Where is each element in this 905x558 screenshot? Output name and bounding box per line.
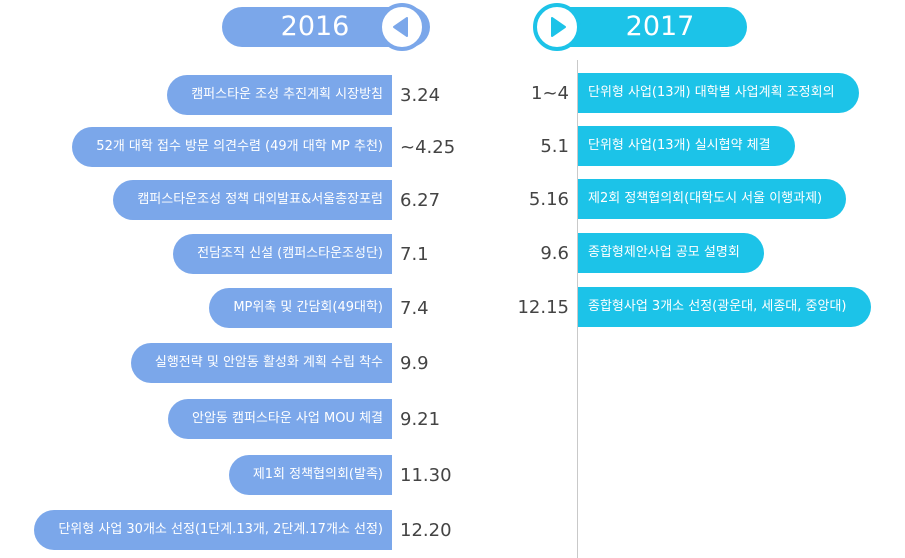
year-2017-label: 2017 xyxy=(625,11,695,42)
year-2017-header: 2017 xyxy=(533,3,747,51)
event-2016-row: 안암동 캠퍼스타운 사업 MOU 체결 xyxy=(0,399,392,439)
event-2016-label: 캠퍼스타운 조성 추진계획 시장방침 xyxy=(167,75,392,115)
event-2017-date: 5.1 xyxy=(540,136,569,157)
event-2016-row: 캠퍼스타운조성 정책 대외발표&서울총장포럼 xyxy=(0,180,392,220)
event-2017-row: 단위형 사업(13개) 실시협약 체결 xyxy=(578,126,905,166)
event-2016-label: MP위촉 및 간담회(49대학) xyxy=(209,288,392,328)
event-2016-label: 단위형 사업 30개소 선정(1단계.13개, 2단계.17개소 선정) xyxy=(34,510,392,550)
event-2016-row: 캠퍼스타운 조성 추진계획 시장방침 xyxy=(0,75,392,115)
event-2016-label: 실행전략 및 안암동 활성화 계획 수립 착수 xyxy=(130,343,392,383)
year-2016-header: 2016 xyxy=(222,3,430,51)
event-2017-row: 단위형 사업(13개) 대학별 사업계획 조정회의 xyxy=(578,73,905,113)
event-2017-date: 9.6 xyxy=(540,243,569,264)
event-2017-row: 종합형사업 3개소 선정(광운대, 세종대, 중앙대) xyxy=(578,287,905,327)
next-year-button[interactable] xyxy=(533,3,581,51)
event-2016-row: MP위촉 및 간담회(49대학) xyxy=(0,288,392,328)
triangle-left-icon xyxy=(393,17,408,37)
event-2016-label: 52개 대학 접수 방문 의견수렴 (49개 대학 MP 추천) xyxy=(72,127,392,167)
event-2016-date: 7.1 xyxy=(400,244,429,265)
event-2017-label: 제2회 정책협의회(대학도시 서울 이행과제) xyxy=(578,179,847,219)
event-2017-row: 제2회 정책협의회(대학도시 서울 이행과제) xyxy=(578,179,905,219)
event-2016-row: 실행전략 및 안암동 활성화 계획 수립 착수 xyxy=(0,343,392,383)
timeline-divider xyxy=(577,60,578,558)
event-2016-label: 전담조직 신설 (캠퍼스타운조성단) xyxy=(173,234,392,274)
event-2016-row: 전담조직 신설 (캠퍼스타운조성단) xyxy=(0,234,392,274)
event-2017-label: 단위형 사업(13개) 실시협약 체결 xyxy=(578,126,795,166)
event-2016-label: 캠퍼스타운조성 정책 대외발표&서울총장포럼 xyxy=(113,180,392,220)
event-2017-label: 종합형사업 3개소 선정(광운대, 세종대, 중앙대) xyxy=(578,287,871,327)
event-2016-date: 11.30 xyxy=(400,465,452,486)
event-2016-row: 52개 대학 접수 방문 의견수렴 (49개 대학 MP 추천) xyxy=(0,127,392,167)
event-2016-date: 3.24 xyxy=(400,85,441,106)
event-2016-label: 제1회 정책협의회(발족) xyxy=(228,455,392,495)
event-2016-date: 9.9 xyxy=(400,353,429,374)
event-2017-date: 1~4 xyxy=(531,83,569,104)
event-2017-label: 단위형 사업(13개) 대학별 사업계획 조정회의 xyxy=(578,73,859,113)
event-2016-date: 9.21 xyxy=(400,409,441,430)
event-2016-date: ~4.25 xyxy=(400,137,456,158)
event-2017-date: 5.16 xyxy=(528,189,569,210)
event-2017-label: 종합형제안사업 공모 설명회 xyxy=(578,233,764,273)
event-2016-row: 제1회 정책협의회(발족) xyxy=(0,455,392,495)
event-2016-label: 안암동 캠퍼스타운 사업 MOU 체결 xyxy=(167,399,392,439)
prev-year-button[interactable] xyxy=(378,3,426,51)
event-2016-date: 6.27 xyxy=(400,190,441,211)
event-2017-date: 12.15 xyxy=(517,297,569,318)
year-2016-label: 2016 xyxy=(280,11,350,42)
event-2017-row: 종합형제안사업 공모 설명회 xyxy=(578,233,905,273)
event-2016-date: 7.4 xyxy=(400,298,429,319)
event-2016-row: 단위형 사업 30개소 선정(1단계.13개, 2단계.17개소 선정) xyxy=(0,510,392,550)
triangle-right-icon xyxy=(551,17,566,37)
event-2016-date: 12.20 xyxy=(400,520,452,541)
